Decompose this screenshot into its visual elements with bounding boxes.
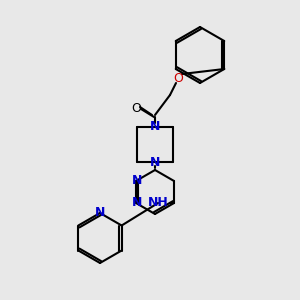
- Text: N: N: [150, 155, 160, 169]
- Text: N: N: [132, 196, 142, 209]
- Text: NH: NH: [148, 196, 169, 209]
- Text: O: O: [131, 103, 141, 116]
- Text: N: N: [132, 175, 142, 188]
- Text: O: O: [173, 71, 183, 85]
- Text: N: N: [150, 121, 160, 134]
- Text: N: N: [95, 206, 105, 218]
